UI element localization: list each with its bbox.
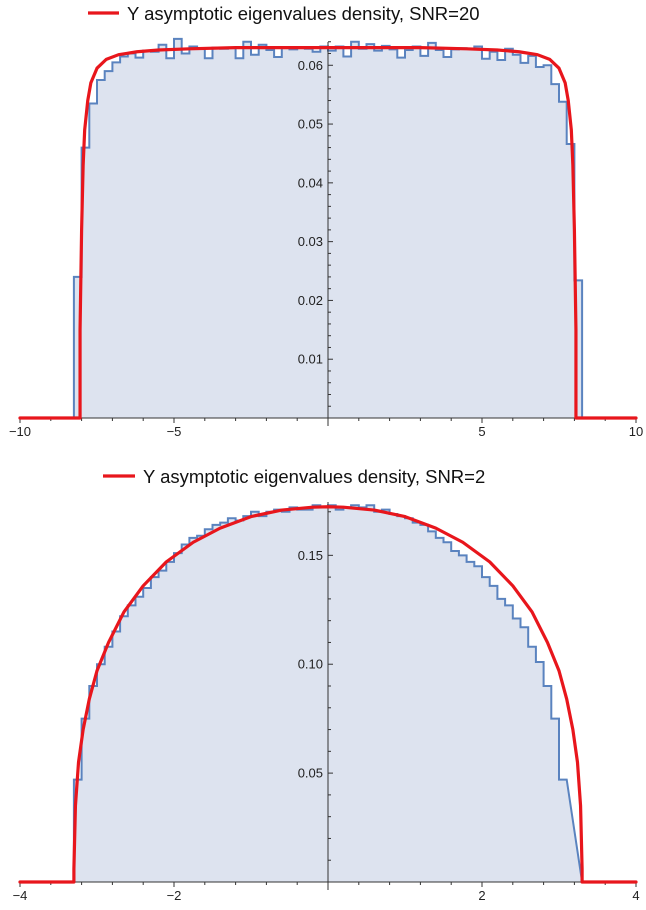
x-tick-label: −5	[167, 424, 182, 439]
y-tick-label: 0.10	[298, 657, 323, 672]
legend-label: Y asymptotic eigenvalues density, SNR=20	[127, 3, 480, 24]
y-tick-label: 0.15	[298, 548, 323, 563]
legend: Y asymptotic eigenvalues density, SNR=20	[88, 3, 480, 24]
x-tick-label: −10	[9, 424, 31, 439]
chart-snr-2: Y asymptotic eigenvalues density, SNR=2 …	[13, 466, 640, 903]
y-tick-label: 0.05	[298, 766, 323, 781]
chart-snr-20: Y asymptotic eigenvalues density, SNR=20…	[9, 3, 643, 439]
x-tick-label: 4	[632, 888, 639, 903]
y-tick-label: 0.03	[298, 234, 323, 249]
x-tick-label: −4	[13, 888, 28, 903]
x-tick-label: −2	[167, 888, 182, 903]
x-tick-label: 2	[478, 888, 485, 903]
y-tick-label: 0.04	[298, 175, 323, 190]
x-tick-label: 10	[629, 424, 643, 439]
y-tick-label: 0.02	[298, 293, 323, 308]
y-tick-label: 0.01	[298, 352, 323, 367]
density-curve	[18, 46, 638, 420]
x-tick-label: 5	[478, 424, 485, 439]
legend: Y asymptotic eigenvalues density, SNR=2	[103, 466, 485, 487]
y-tick-label: 0.05	[298, 117, 323, 132]
y-tick-label: 0.06	[298, 58, 323, 73]
density-curve	[18, 505, 638, 884]
legend-label: Y asymptotic eigenvalues density, SNR=2	[143, 466, 485, 487]
